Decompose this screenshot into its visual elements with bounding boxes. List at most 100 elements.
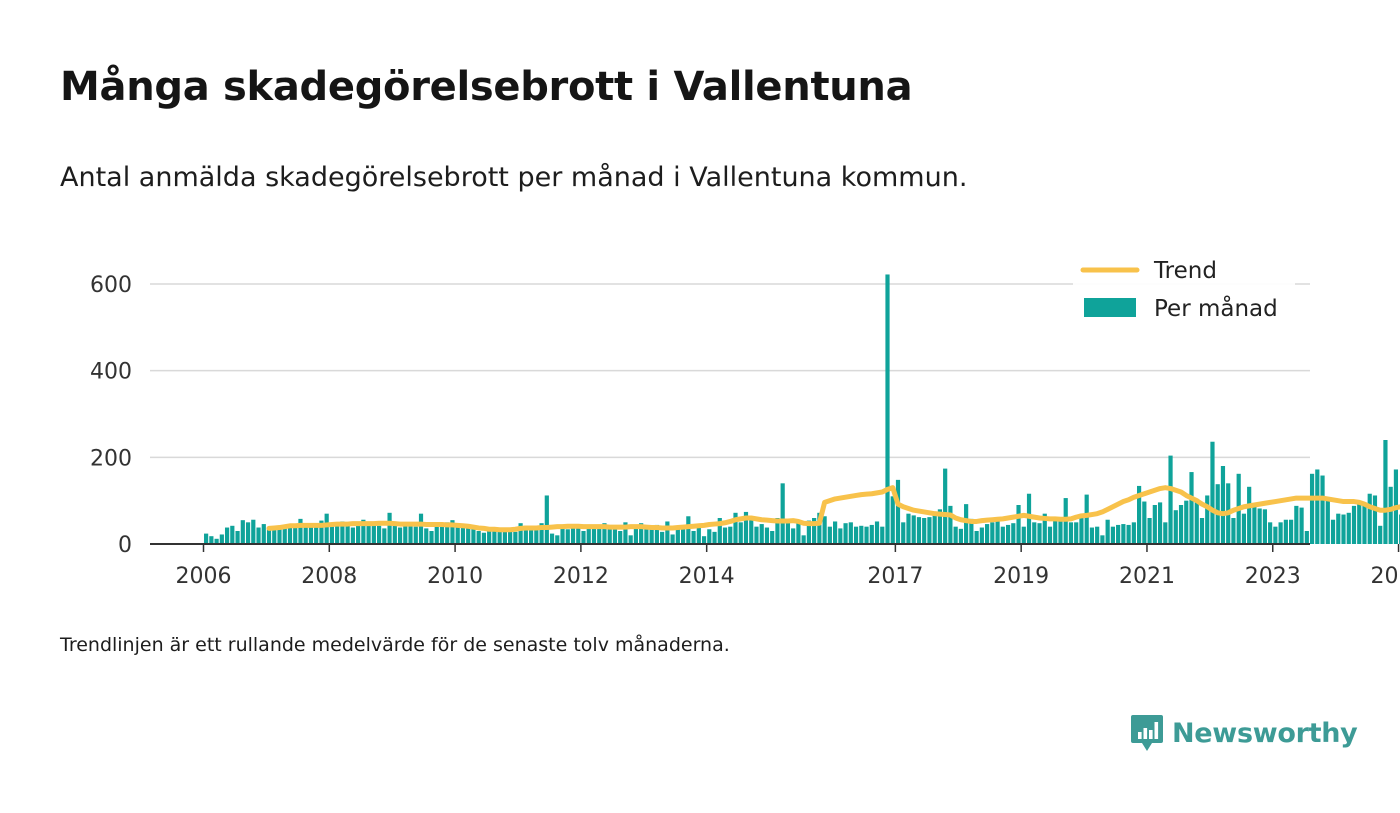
bar: [822, 516, 827, 544]
bar: [204, 533, 209, 544]
bar: [969, 518, 974, 544]
bar: [224, 527, 230, 544]
bar: [350, 527, 355, 544]
bar: [1095, 526, 1100, 544]
bar: [827, 526, 832, 544]
bar: [974, 531, 979, 544]
x-tick-label: 2025: [1371, 564, 1400, 589]
x-tick-label: 2017: [867, 564, 923, 589]
bar: [1220, 466, 1226, 544]
bar: [848, 522, 853, 544]
x-tick-label: 2014: [679, 564, 735, 589]
bar: [833, 521, 838, 544]
bar: [990, 522, 995, 544]
y-axis-tick-labels: 0 200 400 600: [90, 273, 132, 558]
bar: [654, 524, 659, 544]
bar: [1262, 509, 1267, 544]
bar: [1089, 527, 1095, 544]
bar: [1362, 503, 1367, 544]
bar: [460, 527, 466, 544]
bar: [948, 505, 953, 544]
bar: [1016, 505, 1021, 544]
bar: [1304, 531, 1309, 544]
bar: [1042, 513, 1047, 544]
bar: [251, 519, 256, 544]
bar: [1309, 473, 1315, 544]
bar: [230, 525, 235, 544]
bar: [812, 518, 817, 544]
bar: [1068, 522, 1074, 544]
bar: [1388, 486, 1393, 544]
bar: [576, 525, 581, 544]
bar: [1005, 524, 1011, 544]
bar: [455, 525, 460, 544]
bar: [1011, 523, 1016, 544]
bar: [943, 468, 948, 544]
bar: [272, 526, 277, 544]
bar: [298, 518, 303, 544]
bar: [880, 526, 885, 544]
y-tick-label: 400: [90, 360, 132, 385]
bar: [869, 524, 874, 544]
bar: [612, 525, 618, 544]
bar: [864, 526, 869, 544]
bar: [555, 535, 560, 544]
bar: [633, 525, 639, 544]
bar: [1278, 522, 1283, 544]
x-axis-tick-labels: 2006 2008 2010 2012 2014 2017 2019 2021 2023 2025: [176, 564, 1400, 589]
bar: [439, 526, 445, 544]
bar: [901, 522, 906, 544]
bar: [1378, 525, 1383, 544]
bar: [1126, 524, 1131, 544]
bar: [885, 274, 890, 544]
y-tick-label: 0: [118, 533, 132, 558]
bar: [696, 526, 701, 544]
bar: [618, 531, 623, 544]
bar: [266, 529, 272, 544]
bar: [418, 513, 424, 544]
bar: [1032, 522, 1037, 544]
bar: [806, 520, 811, 544]
bar: [245, 522, 251, 544]
legend-label-per-manad: Per månad: [1154, 294, 1278, 322]
bar: [549, 533, 555, 544]
bar: [1000, 526, 1005, 544]
bar: [1294, 505, 1299, 544]
bar: [371, 523, 376, 544]
bar: [1105, 519, 1110, 544]
x-axis: [150, 543, 1400, 552]
bar: [754, 526, 759, 544]
bar: [733, 512, 738, 544]
bar: [434, 524, 439, 544]
bar: [429, 531, 434, 544]
bar: [518, 523, 523, 544]
bar: [329, 526, 335, 544]
bar: [1026, 493, 1032, 544]
bar: [770, 531, 775, 544]
bar: [356, 522, 361, 544]
bar: [408, 522, 413, 544]
bar: [1137, 485, 1142, 544]
bar: [843, 523, 848, 544]
bar: [801, 535, 806, 544]
bar: [670, 534, 675, 544]
legend-label-trend: Trend: [1153, 258, 1217, 284]
bar: [539, 523, 544, 544]
bar: [581, 531, 586, 544]
bar: [487, 530, 492, 544]
x-tick-label: 2012: [553, 564, 609, 589]
bar: [1320, 475, 1325, 544]
bar: [219, 534, 224, 544]
bar: [1273, 526, 1278, 544]
bar: [775, 518, 780, 544]
bar: [927, 517, 932, 544]
x-tick-label: 2010: [427, 564, 483, 589]
bar: [466, 524, 471, 544]
bar: [738, 522, 743, 544]
legend-bars-swatch: [1084, 298, 1136, 317]
newsworthy-logo-text: Newsworthy: [1172, 717, 1358, 749]
bar: [1178, 505, 1184, 544]
bar: [282, 525, 287, 544]
bar: [1152, 505, 1157, 544]
bar: [1084, 494, 1089, 544]
